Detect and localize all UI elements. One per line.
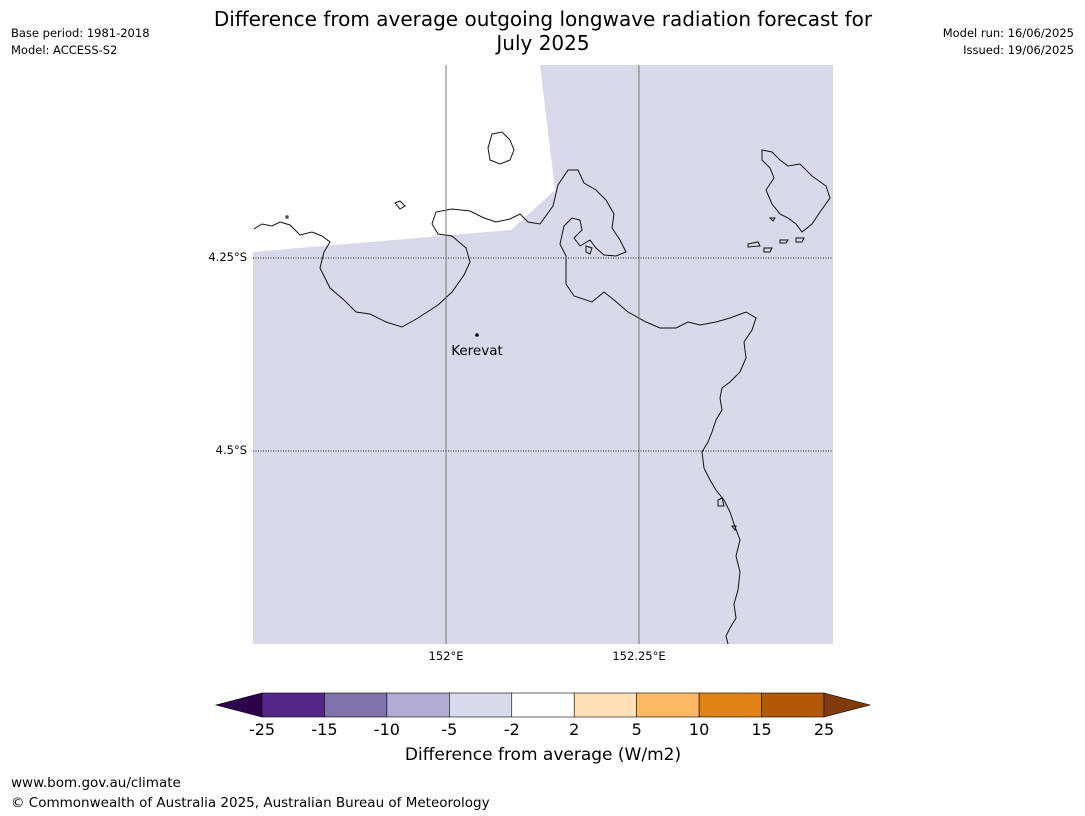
coastline — [253, 131, 831, 645]
colorbar-tick-label: 5 — [631, 720, 642, 739]
model-name: Model: ACCESS-S2 — [11, 43, 118, 57]
colorbar-tick-label: -2 — [503, 720, 520, 739]
colorbar-tick-label: 15 — [751, 720, 772, 739]
footer-url[interactable]: www.bom.gov.au/climate — [11, 775, 181, 791]
model-run: Model run: 16/06/2025 — [942, 26, 1074, 40]
lat-label-4-25: 4.25°S — [208, 250, 247, 264]
kerevat-marker — [475, 333, 479, 337]
colorbar-tick-label: 2 — [569, 720, 580, 739]
issued-date: Issued: 19/06/2025 — [963, 43, 1074, 57]
colorbar-tick-label: -10 — [373, 720, 400, 739]
lon-label-152: 152°E — [428, 649, 464, 663]
map-title: Difference from average outgoing longwav… — [213, 7, 873, 55]
lon-label-152-25: 152.25°E — [612, 649, 666, 663]
colorbar-tick-label: -25 — [248, 720, 276, 739]
colorbar-tick-label: -5 — [441, 720, 458, 739]
base-period: Base period: 1981-2018 — [11, 26, 150, 40]
kerevat-label: Kerevat — [451, 343, 503, 359]
footer-copyright: © Commonwealth of Australia 2025, Austra… — [11, 795, 490, 811]
forecast-shading — [253, 65, 833, 644]
meta-right: Model run: 16/06/2025 Issued: 19/06/2025 — [943, 25, 1074, 59]
colorbar-tick-label: -15 — [311, 720, 338, 739]
lat-label-4-5: 4.5°S — [215, 443, 247, 457]
colorbar-tick-label: 10 — [688, 720, 710, 739]
colorbar-tick-label: 25 — [813, 720, 835, 739]
colorbar-title: Difference from average (W/m2) — [404, 745, 682, 765]
meta-left: Base period: 1981-2018 Model: ACCESS-S2 — [11, 25, 150, 59]
